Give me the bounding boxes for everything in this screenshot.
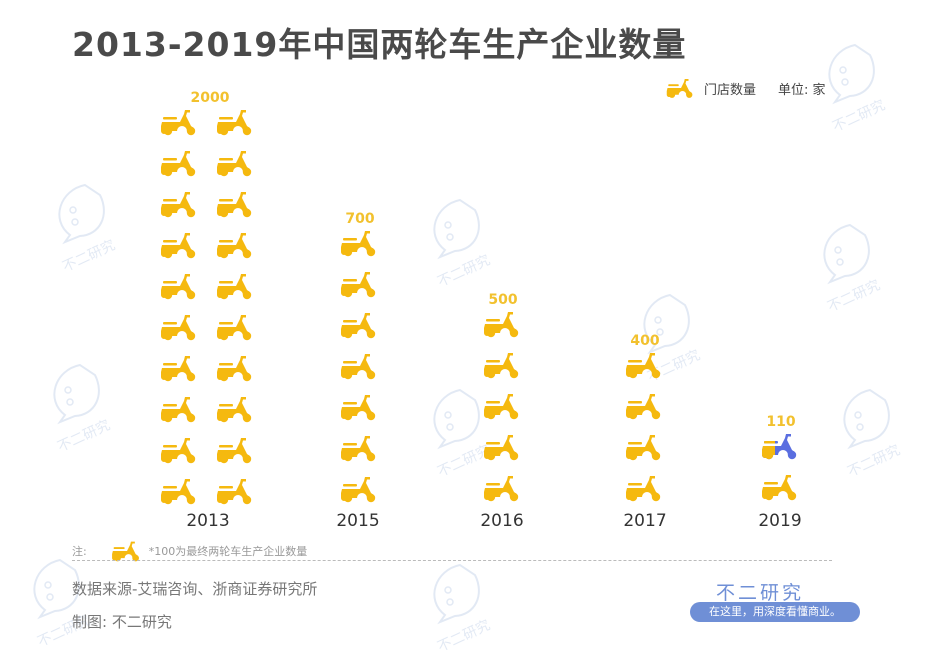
scooter-icon <box>625 433 665 461</box>
x-label-2017: 2017 <box>623 511 667 531</box>
scooter-icon <box>483 392 523 420</box>
scooter-icon <box>216 108 256 136</box>
scooter-icon <box>625 351 665 379</box>
watermark-icon <box>420 560 500 650</box>
scooter-icon <box>625 474 665 502</box>
scooter-icon <box>340 434 380 462</box>
scooter-icon <box>216 272 256 300</box>
scooter-icon <box>216 354 256 382</box>
value-label: 110 <box>766 414 796 430</box>
partial-scooter-icon <box>761 432 801 460</box>
scooter-icon <box>340 270 380 298</box>
column-2013: 2000 <box>160 88 260 505</box>
x-label-2013: 2013 <box>186 511 230 531</box>
scooter-icon <box>160 149 200 177</box>
scooter-icon <box>216 149 256 177</box>
brand-slogan: 在这里，用深度看懂商业。 <box>690 602 860 622</box>
column-2015: 700 <box>338 209 382 503</box>
value-label: 400 <box>630 333 660 349</box>
value-label: 700 <box>345 211 375 227</box>
scooter-icon <box>340 311 380 339</box>
watermark-icon <box>830 385 910 475</box>
scooter-icon <box>160 436 200 464</box>
scooter-icon <box>160 231 200 259</box>
scooter-icon <box>340 475 380 503</box>
watermark-icon <box>815 40 895 130</box>
scooter-icon <box>666 77 696 99</box>
scooter-icon <box>625 392 665 420</box>
scooter-icon <box>160 395 200 423</box>
legend-label: 门店数量 <box>704 82 757 98</box>
chart-title: 2013-2019年中国两轮车生产企业数量 <box>72 25 687 64</box>
column-2017: 400 <box>623 331 667 502</box>
scooter-icon <box>483 433 523 461</box>
chart-note: 注: *100为最终两轮车生产企业数量 <box>72 540 307 562</box>
column-2016: 500 <box>481 290 525 502</box>
chart-maker: 制图: 不二研究 <box>72 613 172 631</box>
value-label: 2000 <box>190 90 230 106</box>
watermark-icon <box>420 195 500 285</box>
scooter-icon <box>483 310 523 338</box>
scooter-icon <box>216 395 256 423</box>
data-source: 数据来源-艾瑞咨询、浙商证券研究所 <box>72 580 318 598</box>
scooter-icon <box>216 477 256 505</box>
scooter-icon <box>483 474 523 502</box>
scooter-icon <box>160 272 200 300</box>
value-label: 500 <box>488 292 518 308</box>
x-label-2019: 2019 <box>758 511 802 531</box>
x-label-2015: 2015 <box>336 511 380 531</box>
scooter-icon <box>216 436 256 464</box>
column-2019: 110 <box>759 412 803 501</box>
legend: 门店数量 单位: 家 <box>666 77 826 99</box>
scooter-icon <box>340 393 380 421</box>
watermark-icon <box>45 180 125 270</box>
scooter-icon <box>340 229 380 257</box>
scooter-icon <box>216 231 256 259</box>
scooter-icon <box>216 190 256 218</box>
scooter-icon <box>761 473 801 501</box>
scooter-icon <box>340 352 380 380</box>
scooter-icon <box>160 108 200 136</box>
scooter-icon <box>160 354 200 382</box>
x-label-2016: 2016 <box>480 511 524 531</box>
scooter-icon <box>160 477 200 505</box>
scooter-icon <box>160 313 200 341</box>
brand-logo: 不二研究 <box>716 582 805 604</box>
scooter-icon <box>160 190 200 218</box>
scooter-icon <box>483 351 523 379</box>
divider <box>72 560 832 561</box>
watermark-icon <box>40 360 120 450</box>
note-prefix: 注: <box>72 545 87 558</box>
scooter-icon <box>111 540 143 562</box>
watermark-icon <box>810 220 890 310</box>
unit-label: 单位: 家 <box>778 82 826 98</box>
note-text: *100为最终两轮车生产企业数量 <box>148 545 308 558</box>
scooter-icon <box>216 313 256 341</box>
